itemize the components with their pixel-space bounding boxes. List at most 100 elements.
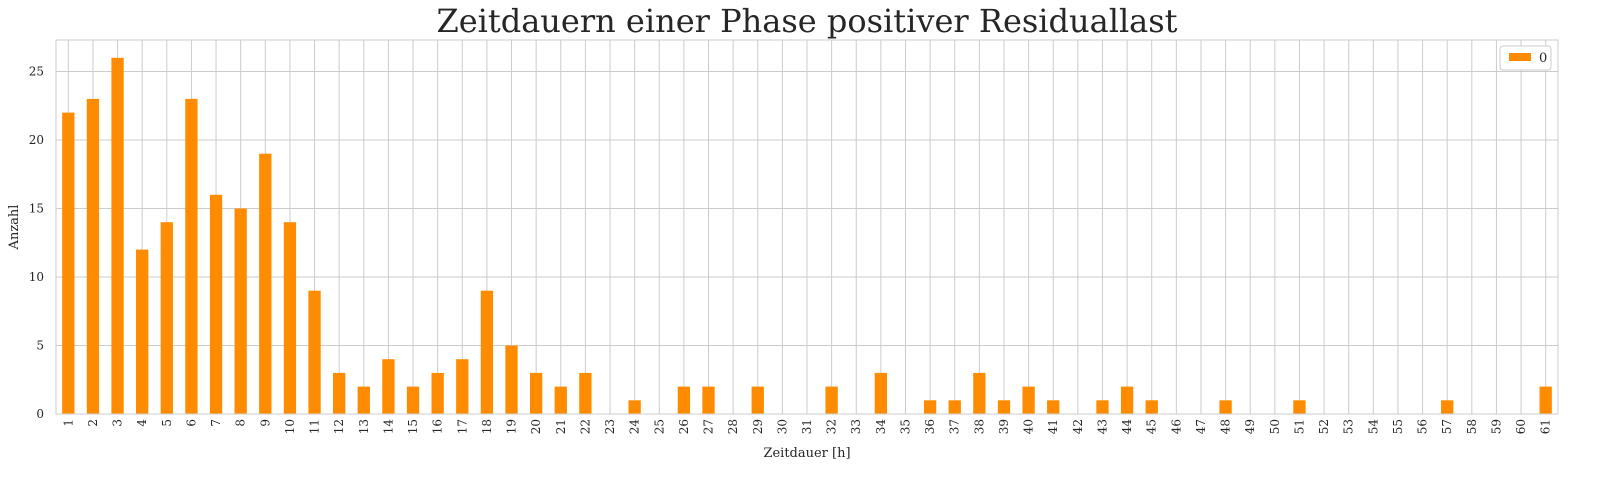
x-tick-label: 46 <box>1169 419 1183 434</box>
x-tick-label: 31 <box>800 419 814 434</box>
x-tick-label: 34 <box>874 419 888 435</box>
bar-20 <box>529 372 543 414</box>
x-tick-label: 52 <box>1317 419 1331 434</box>
x-tick-label: 39 <box>997 419 1011 434</box>
bar-45 <box>1145 400 1158 414</box>
bar-36 <box>923 400 937 414</box>
x-tick-label: 55 <box>1391 419 1405 434</box>
bar-34 <box>874 372 888 414</box>
bar-22 <box>579 372 592 414</box>
bar-18 <box>480 290 494 414</box>
y-tick-label: 20 <box>29 133 44 147</box>
bar-48 <box>1219 400 1232 414</box>
x-tick-label: 3 <box>111 419 125 427</box>
x-axis-label: Zeitdauer [h] <box>763 446 850 461</box>
x-tick-label: 16 <box>431 419 445 434</box>
bar-15 <box>406 386 420 414</box>
x-tick-label: 59 <box>1489 419 1503 434</box>
legend: 0 <box>1499 45 1552 71</box>
x-tick-label: 61 <box>1539 419 1553 434</box>
y-tick-label: 0 <box>36 407 44 421</box>
x-tick-label: 20 <box>529 419 543 434</box>
x-tick-label: 57 <box>1440 419 1454 434</box>
bar-51 <box>1293 400 1306 414</box>
x-tick-label: 51 <box>1292 419 1306 434</box>
x-tick-label: 43 <box>1095 419 1109 434</box>
bar-13 <box>357 386 370 414</box>
legend-swatch <box>1509 53 1531 61</box>
bar-61 <box>1539 386 1552 414</box>
x-tick-label: 10 <box>283 419 297 434</box>
bars <box>62 57 1552 415</box>
x-tick-label: 13 <box>357 419 371 434</box>
x-tick-label: 8 <box>234 419 248 427</box>
bar-38 <box>973 372 986 414</box>
x-tick-label: 27 <box>702 419 716 434</box>
x-tick-label: 40 <box>1022 419 1036 434</box>
bar-12 <box>333 372 346 414</box>
x-tick-label: 54 <box>1366 419 1380 435</box>
bar-39 <box>997 400 1011 414</box>
x-tick-label: 14 <box>381 419 395 435</box>
bar-57 <box>1441 400 1454 414</box>
x-tick-label: 60 <box>1514 419 1528 434</box>
x-tick-label: 44 <box>1120 419 1134 435</box>
x-tick-label: 15 <box>406 419 420 434</box>
bar-6 <box>185 98 198 415</box>
x-tick-label: 58 <box>1465 419 1479 434</box>
x-tick-label: 37 <box>948 419 962 434</box>
x-tick-label: 49 <box>1243 419 1257 434</box>
bar-14 <box>382 359 395 414</box>
x-tick-label: 32 <box>825 419 839 434</box>
x-tick-label: 33 <box>849 419 863 434</box>
bar-37 <box>948 400 961 414</box>
legend-label: 0 <box>1539 51 1547 66</box>
bar-2 <box>86 98 100 415</box>
x-tick-label: 47 <box>1194 419 1208 434</box>
x-tick-label: 22 <box>578 419 592 434</box>
y-axis-label: Anzahl <box>7 205 22 251</box>
bar-40 <box>1022 386 1035 414</box>
bar-21 <box>554 386 567 414</box>
x-tick-label: 30 <box>775 419 789 434</box>
bar-43 <box>1096 400 1109 414</box>
bar-24 <box>628 400 641 414</box>
bar-9 <box>259 153 272 414</box>
bar-1 <box>62 112 75 414</box>
y-tick-label: 25 <box>29 65 44 79</box>
x-tick-label: 1 <box>61 419 75 427</box>
bar-10 <box>283 222 297 414</box>
x-tick-label: 45 <box>1145 419 1159 434</box>
x-tick-label: 12 <box>332 419 346 434</box>
x-tick-label: 5 <box>160 419 174 427</box>
x-tick-label: 9 <box>258 419 272 427</box>
bar-5 <box>160 222 173 414</box>
x-tick-label: 26 <box>677 419 691 434</box>
x-tick-label: 41 <box>1046 419 1060 434</box>
bar-26 <box>677 386 691 414</box>
bar-41 <box>1047 400 1060 414</box>
bar-19 <box>505 345 518 414</box>
bar-7 <box>209 194 223 414</box>
plot-frame <box>55 39 1559 415</box>
bar-44 <box>1120 386 1134 414</box>
x-tick-label: 28 <box>726 419 740 434</box>
y-tick-label: 10 <box>29 270 44 284</box>
bar-8 <box>234 208 247 414</box>
x-tick-label: 17 <box>455 419 469 434</box>
x-tick-label: 42 <box>1071 419 1085 434</box>
x-tick-label: 4 <box>135 419 149 427</box>
x-tick-label: 38 <box>972 419 986 434</box>
x-tick-label: 56 <box>1416 419 1430 434</box>
x-tick-label: 18 <box>480 419 494 434</box>
x-tick-label: 19 <box>505 419 519 434</box>
bar-4 <box>136 249 149 414</box>
x-tick-label: 21 <box>554 419 568 434</box>
y-tick-label: 15 <box>29 202 44 216</box>
x-tick-label: 2 <box>86 419 100 427</box>
bar-17 <box>456 359 469 414</box>
bar-16 <box>431 372 444 414</box>
bar-29 <box>751 386 764 414</box>
x-tick-label: 29 <box>751 419 765 434</box>
